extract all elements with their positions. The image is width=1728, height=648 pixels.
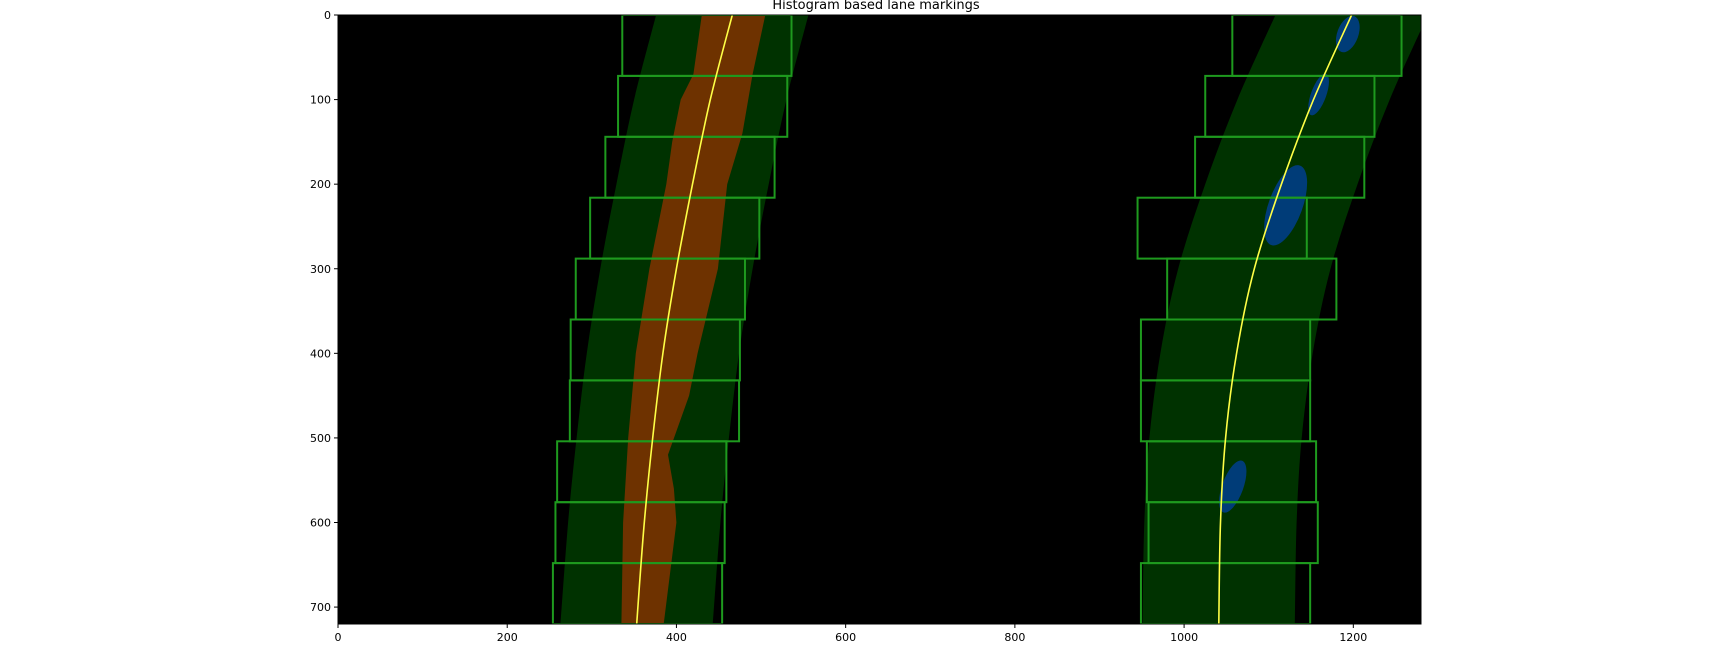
x-tick-label: 800 xyxy=(1004,631,1025,644)
x-axis: 0 200 400 600 800 1000 1200 xyxy=(335,624,1367,644)
right-lane-pixel-blob xyxy=(1264,165,1308,246)
y-tick-label: 300 xyxy=(310,263,331,276)
y-tick-label: 200 xyxy=(310,178,331,191)
y-tick-label: 0 xyxy=(324,9,331,22)
y-tick-label: 500 xyxy=(310,432,331,445)
y-tick-label: 100 xyxy=(310,94,331,107)
x-tick-label: 600 xyxy=(835,631,856,644)
plot-area xyxy=(337,14,1422,625)
right-lane-pixel-blob xyxy=(1308,73,1330,116)
plot-frame xyxy=(337,14,1422,625)
x-tick-label: 200 xyxy=(497,631,518,644)
x-tick-label: 0 xyxy=(335,631,342,644)
x-tick-label: 1000 xyxy=(1170,631,1198,644)
x-tick-label: 1200 xyxy=(1339,631,1367,644)
y-axis: 0 100 200 300 400 500 600 700 xyxy=(310,9,338,614)
left-fit-line xyxy=(635,15,734,624)
y-tick-label: 600 xyxy=(310,517,331,530)
chart-title: Histogram based lane markings xyxy=(772,0,979,13)
right-lane-pixel-blob xyxy=(1219,460,1247,513)
y-tick-label: 400 xyxy=(310,347,331,360)
right-lane-pixel-blob xyxy=(1335,15,1360,53)
y-tick-label: 700 xyxy=(310,601,331,614)
x-tick-label: 400 xyxy=(666,631,687,644)
image-content xyxy=(551,15,1421,624)
right-fit-line xyxy=(1218,15,1353,624)
